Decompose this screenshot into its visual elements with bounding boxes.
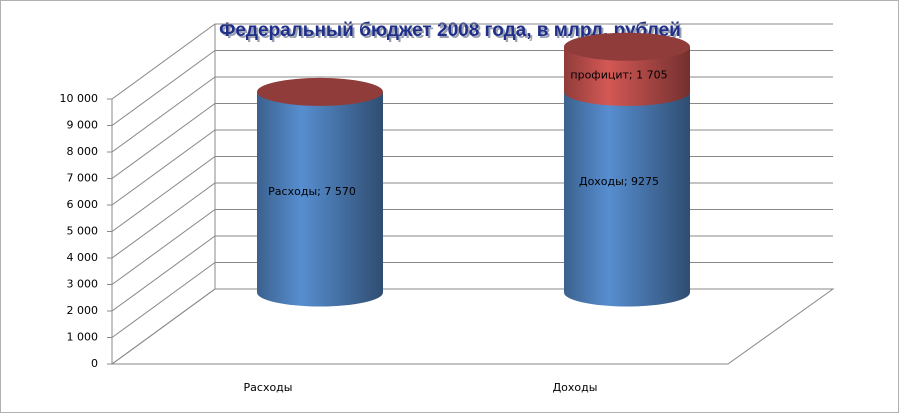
chart-title: Федеральный бюджет 2008 года, в млрд. ру… (219, 20, 681, 41)
grid-line (111, 156, 833, 232)
grid-line (111, 76, 833, 153)
cylinder-top (564, 32, 690, 61)
grid-line (111, 235, 833, 312)
floor (111, 288, 835, 365)
y-tick-label: 7 000 (67, 172, 99, 185)
y-tick-label: 5 000 (67, 225, 99, 238)
segment-body (257, 91, 383, 293)
walls (111, 24, 835, 365)
data-label: Расходы; 7 570 (268, 185, 356, 198)
segment-body (564, 91, 690, 293)
grid-line (111, 209, 833, 285)
grid-line (111, 103, 833, 179)
grid-line (111, 23, 833, 100)
data-label: профицит; 1 705 (570, 68, 667, 81)
y-tick-label: 9 000 (67, 119, 99, 132)
y-tick-label: 6 000 (67, 198, 99, 211)
y-tick-label: 4 000 (67, 251, 99, 264)
chart-title-shadow: Федеральный бюджет 2008 года, в млрд. ру… (221, 22, 683, 43)
grid-line (111, 182, 833, 259)
grid-line (111, 50, 833, 126)
cylinder-segment (564, 91, 690, 307)
y-tick-label: 10 000 (60, 92, 99, 105)
y-tick-label: 0 (91, 357, 98, 370)
cylinder-top (257, 77, 383, 106)
annotation: Доходы; 9275 (579, 175, 659, 188)
grid-line (111, 129, 833, 206)
grid-line (111, 288, 833, 365)
x-tick-label: Расходы (244, 381, 293, 394)
cylinder-segment (257, 91, 383, 307)
y-tick-label: 2 000 (67, 304, 99, 317)
y-tick-label: 1 000 (67, 331, 99, 344)
grid-line (111, 262, 833, 338)
y-tick-label: 3 000 (67, 278, 99, 291)
x-tick-label: Доходы (553, 381, 598, 394)
y-tick-label: 8 000 (67, 145, 99, 158)
